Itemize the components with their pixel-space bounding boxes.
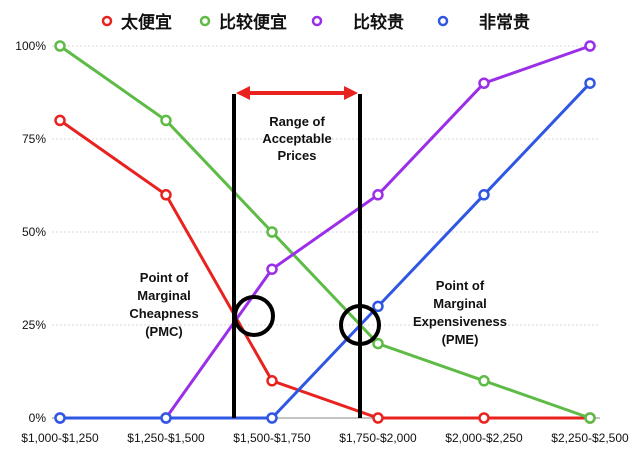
arrow-head-right xyxy=(344,86,358,100)
legend-label: 非常贵 xyxy=(479,12,530,33)
series-line xyxy=(59,119,590,420)
x-tick-label: $1,250-$1,500 xyxy=(127,431,205,445)
pmc-label: Marginal xyxy=(137,288,190,303)
legend-label: 比较便宜 xyxy=(219,12,287,33)
data-point xyxy=(372,337,384,350)
data-point xyxy=(478,77,490,89)
x-tick-label: $2,250-$2,500 xyxy=(551,431,629,445)
y-tick-label: 50% xyxy=(22,225,46,239)
y-tick-label: 25% xyxy=(22,318,46,332)
legend-marker xyxy=(199,15,211,27)
x-tick-label: $1,000-$1,250 xyxy=(21,431,99,445)
y-tick-label: 75% xyxy=(22,132,46,146)
legend-label: 比较贵 xyxy=(353,12,404,33)
pmc-circle xyxy=(233,295,275,337)
y-tick-label: 0% xyxy=(29,411,47,425)
data-point xyxy=(478,375,490,387)
x-tick-label: $2,000-$2,250 xyxy=(445,431,523,445)
pme-circle xyxy=(339,304,381,346)
pmc-label: Cheapness xyxy=(129,306,198,321)
data-point xyxy=(372,300,384,313)
data-point xyxy=(478,189,490,201)
pme-label: Point of xyxy=(436,278,485,293)
data-point xyxy=(372,189,384,201)
data-point xyxy=(584,412,596,424)
data-point xyxy=(266,412,278,424)
data-point xyxy=(584,77,596,89)
y-tick-label: 100% xyxy=(15,39,46,53)
data-point xyxy=(54,412,66,424)
range-label: Range of xyxy=(269,114,325,129)
data-point xyxy=(54,114,66,127)
range-label: Prices xyxy=(277,148,316,163)
data-point xyxy=(266,375,278,387)
series-line xyxy=(59,44,591,420)
data-point xyxy=(266,263,278,275)
data-point xyxy=(160,412,172,424)
pmc-label: (PMC) xyxy=(145,324,183,339)
legend-marker xyxy=(311,15,323,27)
pme-label: (PME) xyxy=(442,332,479,347)
data-point xyxy=(54,40,66,52)
legend-marker xyxy=(437,15,449,27)
data-point xyxy=(266,226,278,238)
range-label: Acceptable xyxy=(262,131,331,146)
pmc-label: Point of xyxy=(140,270,189,285)
arrow-head-left xyxy=(236,86,250,100)
data-point xyxy=(478,412,490,424)
legend-marker xyxy=(101,15,113,27)
data-point xyxy=(584,40,596,52)
data-point xyxy=(160,189,172,201)
x-tick-label: $1,750-$2,000 xyxy=(339,431,417,445)
pme-label: Expensiveness xyxy=(413,314,507,329)
series-line xyxy=(60,82,592,420)
data-point xyxy=(160,114,172,127)
pme-label: Marginal xyxy=(433,296,486,311)
legend-label: 太便宜 xyxy=(121,12,172,33)
x-tick-label: $1,500-$1,750 xyxy=(233,431,311,445)
data-point xyxy=(372,412,384,424)
